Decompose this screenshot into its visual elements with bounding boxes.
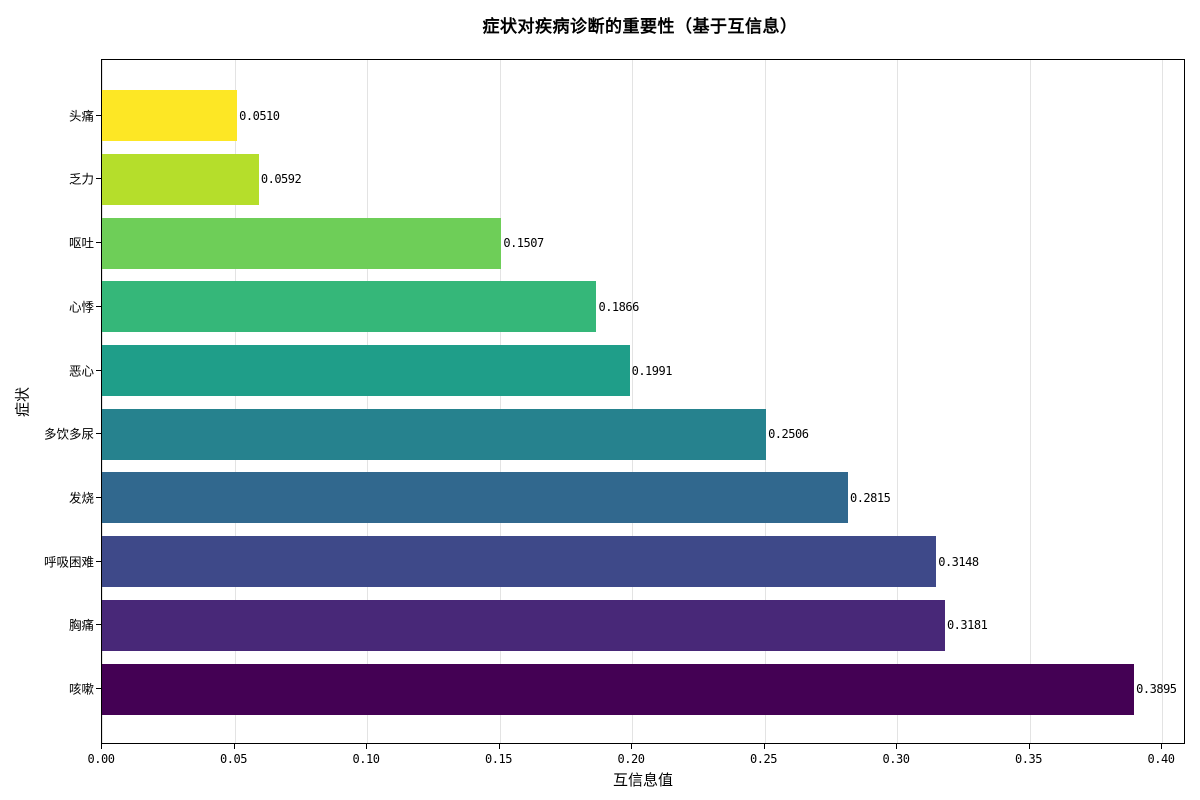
y-axis-label: 症状	[13, 386, 32, 418]
bar	[102, 408, 767, 460]
x-tick-label: 0.40	[1147, 752, 1175, 766]
bar-value-label: 0.1866	[598, 299, 639, 314]
x-tick-mark	[763, 744, 765, 749]
x-tick-label: 0.20	[617, 752, 645, 766]
x-tick-mark	[498, 744, 500, 749]
x-tick-label: 0.35	[1015, 752, 1042, 766]
gridline	[499, 60, 501, 743]
y-tick-label: 恶心	[68, 363, 94, 378]
x-tick-mark	[233, 744, 235, 749]
y-tick-mark	[96, 560, 101, 562]
gridline	[764, 60, 766, 743]
bar-value-label: 0.2506	[768, 427, 809, 442]
bar-value-label: 0.3181	[946, 618, 988, 633]
y-tick-label: 呕吐	[68, 235, 94, 251]
gridline	[1029, 60, 1031, 743]
bar-value-label: 0.3895	[1136, 682, 1177, 696]
bar	[102, 536, 937, 588]
bar	[102, 217, 502, 269]
plot-area: 0.3895 0.3181 0.3148 0.2815 0.2506 0.1991 0.18…	[101, 59, 1185, 744]
y-tick-mark	[96, 624, 101, 626]
y-tick-mark	[96, 688, 101, 689]
y-tick-mark	[96, 369, 101, 371]
bar-value-label: 0.3148	[938, 554, 979, 569]
bar-value-label: 0.2815	[849, 490, 891, 505]
bar-value-label: 0.1991	[631, 363, 673, 378]
x-tick-mark	[1161, 744, 1162, 749]
y-tick-mark	[96, 114, 101, 116]
y-tick-label: 心悸	[68, 299, 94, 315]
y-tick-mark	[96, 178, 101, 180]
x-tick-mark	[366, 744, 367, 749]
gridline	[234, 60, 236, 743]
x-tick-label: 0.15	[485, 752, 512, 766]
y-tick-label: 胸痛	[68, 617, 94, 633]
bar	[102, 90, 238, 142]
bar	[102, 345, 630, 396]
chart-title: 症状对疾病诊断的重要性（基于互信息）	[482, 17, 798, 37]
y-tick-label: 多饮多尿	[43, 426, 94, 442]
y-tick-label: 发烧	[68, 490, 94, 506]
bar-value-label: 0.0592	[260, 172, 302, 187]
x-tick-label: 0.10	[352, 752, 380, 766]
x-tick-mark	[101, 744, 102, 749]
y-tick-mark	[96, 242, 101, 244]
y-tick-label: 咳嗽	[68, 681, 94, 697]
x-axis-label: 互信息值	[612, 771, 674, 789]
bar	[102, 663, 1135, 715]
gridline	[1162, 60, 1163, 743]
y-tick-label: 头痛	[68, 108, 94, 124]
bar-value-label: 0.1507	[503, 236, 544, 251]
gridline	[367, 60, 368, 743]
x-tick-label: 0.25	[750, 752, 777, 766]
bar	[102, 599, 945, 651]
x-tick-label: 0.30	[882, 752, 910, 766]
y-tick-mark	[96, 433, 101, 435]
bar	[102, 281, 597, 333]
y-tick-mark	[96, 496, 101, 498]
y-tick-label: 乏力	[68, 171, 94, 187]
x-tick-label: 0.00	[87, 752, 115, 766]
x-tick-label: 0.05	[220, 752, 247, 766]
x-tick-mark	[896, 744, 897, 749]
gridline	[102, 60, 103, 743]
x-tick-mark	[631, 744, 632, 749]
gridline	[897, 60, 898, 743]
bar	[102, 153, 259, 205]
y-tick-mark	[96, 305, 101, 307]
x-tick-mark	[1028, 744, 1030, 749]
bar-value-label: 0.0510	[239, 108, 280, 123]
bar	[102, 472, 848, 524]
gridline	[632, 60, 633, 743]
y-tick-label: 呼吸困难	[43, 554, 94, 570]
